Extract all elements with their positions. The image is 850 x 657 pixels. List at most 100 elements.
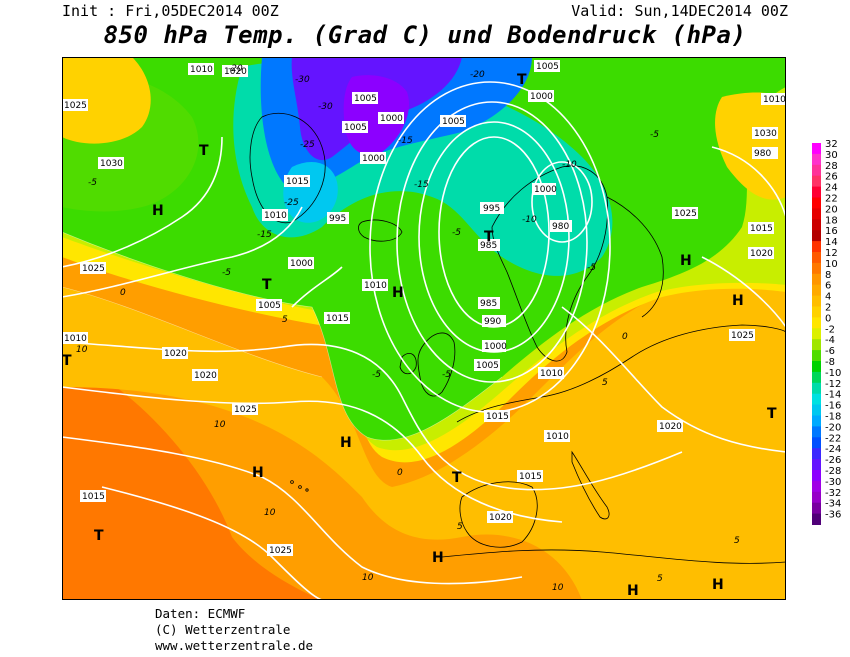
legend-swatch	[812, 306, 821, 318]
low-marker: T	[767, 406, 777, 422]
isobar-label: 1025	[64, 101, 87, 111]
legend-swatch	[812, 382, 821, 395]
isobar-label: 1010	[546, 432, 569, 442]
isobar-label: 1015	[82, 492, 105, 502]
isobar-label: 1015	[486, 412, 509, 422]
legend-label: 12	[825, 248, 838, 259]
isobar-label: 1005	[354, 94, 377, 104]
svg-text:-20: -20	[470, 70, 485, 80]
legend-label: 6	[825, 281, 831, 292]
svg-text:-15: -15	[414, 180, 429, 190]
isobar-label: 1025	[269, 546, 292, 556]
low-marker: T	[262, 277, 272, 293]
svg-text:-5: -5	[88, 178, 97, 188]
pressure-systems: H H H H H H H H H T T T T T T T T	[62, 72, 777, 599]
legend-label: 10	[825, 259, 838, 270]
svg-text:10: 10	[214, 420, 226, 430]
isobar-label: 1000	[380, 114, 403, 124]
low-marker: T	[199, 143, 209, 159]
legend-swatch	[812, 328, 821, 340]
legend-swatch	[812, 448, 821, 460]
legend-swatch	[812, 186, 821, 198]
svg-text:10: 10	[362, 573, 374, 583]
legend-swatch	[812, 415, 821, 427]
svg-text:0: 0	[120, 288, 126, 298]
legend-label: -26	[825, 455, 841, 466]
isobar-label: 995	[483, 204, 500, 214]
isobar-label: 1000	[530, 92, 553, 102]
legend-label: 2	[825, 303, 831, 314]
legend-label: -24	[825, 444, 841, 455]
temp-field-nw-warm	[62, 57, 151, 144]
isobar-label: 1020	[489, 513, 512, 523]
legend-swatch	[812, 350, 821, 362]
map-frame	[62, 57, 786, 600]
isobar-label: 1020	[750, 249, 773, 259]
svg-text:10: 10	[264, 508, 276, 518]
legend-swatch	[812, 491, 821, 504]
legend-label: -12	[825, 379, 841, 390]
weather-map: 1000 980 995 985 985 990 1000 1005 1010 …	[62, 57, 786, 600]
low-marker: T	[517, 72, 527, 88]
isobar-label: 1005	[344, 123, 367, 133]
coastlines	[249, 112, 786, 564]
svg-text:0: 0	[622, 332, 628, 342]
svg-text:-15: -15	[398, 136, 413, 146]
svg-text:-30: -30	[295, 75, 310, 85]
isobar-label: 1025	[234, 405, 257, 415]
low-marker: T	[452, 470, 462, 486]
legend-label: 26	[825, 172, 838, 183]
legend-label: -28	[825, 466, 841, 477]
legend-swatch	[812, 230, 821, 242]
legend-label: -2	[825, 324, 835, 335]
legend-label: 20	[825, 204, 838, 215]
isobar-label: 1005	[442, 117, 465, 127]
legend-swatch	[812, 143, 821, 155]
valid-time: Valid: Sun,14DEC2014 00Z	[571, 2, 788, 20]
svg-text:-5: -5	[587, 263, 596, 273]
chart-title: 850 hPa Temp. (Grad C) und Bodendruck (h…	[103, 21, 747, 49]
legend-label: -6	[825, 346, 835, 357]
isobar-label: 990	[484, 317, 501, 327]
isobar-label: 985	[480, 241, 497, 251]
svg-text:-5: -5	[650, 130, 659, 140]
legend-swatch	[812, 393, 821, 406]
isobars	[62, 81, 786, 600]
isobar-label: 1010	[64, 334, 87, 344]
legend-swatch	[812, 175, 821, 188]
isobar-label: 1000	[484, 342, 507, 352]
legend-label: 30	[825, 150, 838, 161]
isobar-label: 1010	[264, 211, 287, 221]
isobar-label: 1015	[286, 177, 309, 187]
color-legend: 32302826242220181614121086420-2-4-6-8-10…	[812, 139, 841, 525]
isobar-label: 985	[480, 299, 497, 309]
svg-text:10: 10	[76, 345, 88, 355]
legend-swatch	[812, 284, 821, 297]
legend-label: 16	[825, 226, 838, 237]
legend-label: 28	[825, 161, 838, 172]
legend-swatch	[812, 153, 821, 166]
isobar-label: 1015	[519, 472, 542, 482]
isobar-label: 1010	[540, 369, 563, 379]
isobar-label: 1005	[258, 301, 281, 311]
high-marker: H	[340, 435, 352, 451]
svg-text:-30: -30	[318, 102, 333, 112]
temp-contours	[62, 231, 503, 441]
legend-swatch	[812, 502, 821, 515]
legend-swatch	[812, 371, 821, 384]
svg-text:5: 5	[602, 378, 608, 388]
legend-label: 32	[825, 139, 838, 150]
legend-label: 18	[825, 215, 838, 226]
legend-label: 14	[825, 237, 838, 248]
legend-swatch	[812, 459, 821, 471]
legend-swatch	[812, 513, 821, 525]
isobar-label: 1020	[164, 349, 187, 359]
svg-text:-15: -15	[257, 230, 272, 240]
svg-text:5: 5	[282, 315, 288, 325]
legend-label: -32	[825, 488, 841, 499]
legend-label: -8	[825, 357, 835, 368]
isobar-label: 1010	[763, 95, 786, 105]
legend-label: -14	[825, 390, 841, 401]
credit-data-source: Daten: ECMWF	[155, 606, 246, 621]
svg-text:10: 10	[552, 583, 564, 593]
